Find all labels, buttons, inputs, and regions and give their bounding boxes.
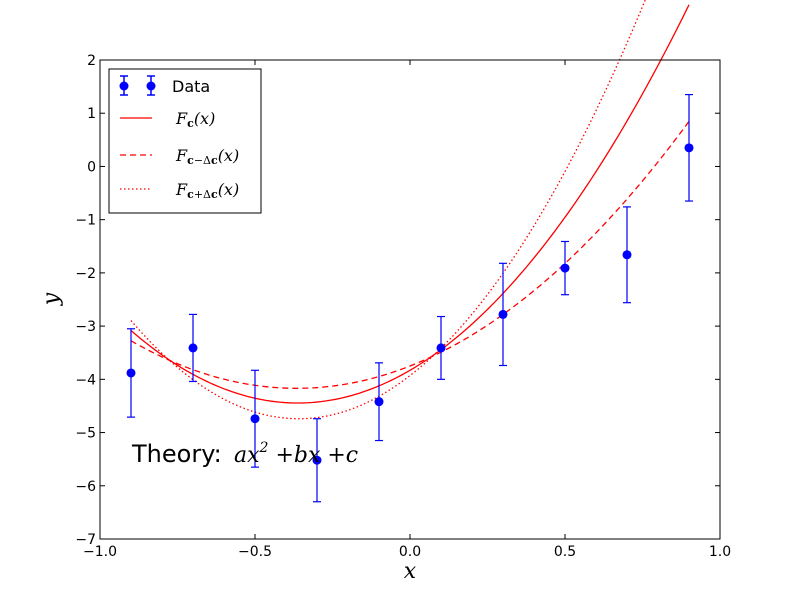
series-curve-solid [130,4,690,404]
data-point [250,414,260,424]
legend-label-data: Data [172,77,210,96]
curves-layer [130,0,690,420]
data-point [126,368,136,378]
legend-data-marker-right [146,75,156,96]
annotation-prefix: Theory: [131,440,222,468]
data-point [436,343,446,353]
y-tick-label: −4 [75,372,96,388]
series-curve-dotted [130,0,646,420]
errorbars-layer [127,93,693,503]
x-tick-label: 0.5 [554,544,576,560]
theory-annotation: Theory: ax2 +bx +c [131,440,358,468]
y-tick-label: −6 [75,479,96,495]
data-point [188,343,198,353]
y-tick-label: 1 [87,106,96,122]
data-point [312,455,322,465]
legend-entry-data: Data [119,75,210,96]
y-tick-label: −3 [75,319,96,335]
legend-label-fc: Fc(x) [175,109,215,130]
y-tick-label: −5 [75,426,96,442]
y-ticks: −7 −6 −5 −4 −3 −2 −1 0 1 2 [75,53,720,548]
y-axis-label: y [39,292,64,306]
legend-entry-fc: Fc(x) [120,109,215,130]
points-layer [126,143,694,465]
y-tick-label: −1 [75,213,96,229]
legend-box [108,68,262,214]
x-ticks: −1.0 −0.5 0.0 0.5 1.0 [83,60,731,560]
legend-data-marker-left [119,75,129,96]
x-tick-label: 1.0 [709,544,731,560]
x-tick-label: 0.0 [399,544,421,560]
data-point [560,263,570,273]
y-tick-label: 2 [87,53,96,69]
y-tick-label: −7 [75,532,96,548]
data-point [498,309,508,319]
series-curve-dashed [130,121,690,389]
y-tick-label: −2 [75,266,96,282]
x-axis-label: x [404,559,417,584]
y-tick-label: 0 [87,159,96,175]
data-point [622,250,632,260]
data-point [684,143,694,153]
x-tick-label: −1.0 [83,544,117,560]
legend: Data Fc(x) Fc−Δc(x) Fc+Δc(x) [108,68,262,214]
annotation-formula: ax2 +bx +c [234,440,358,468]
data-point [374,397,384,407]
x-tick-label: −0.5 [238,544,272,560]
